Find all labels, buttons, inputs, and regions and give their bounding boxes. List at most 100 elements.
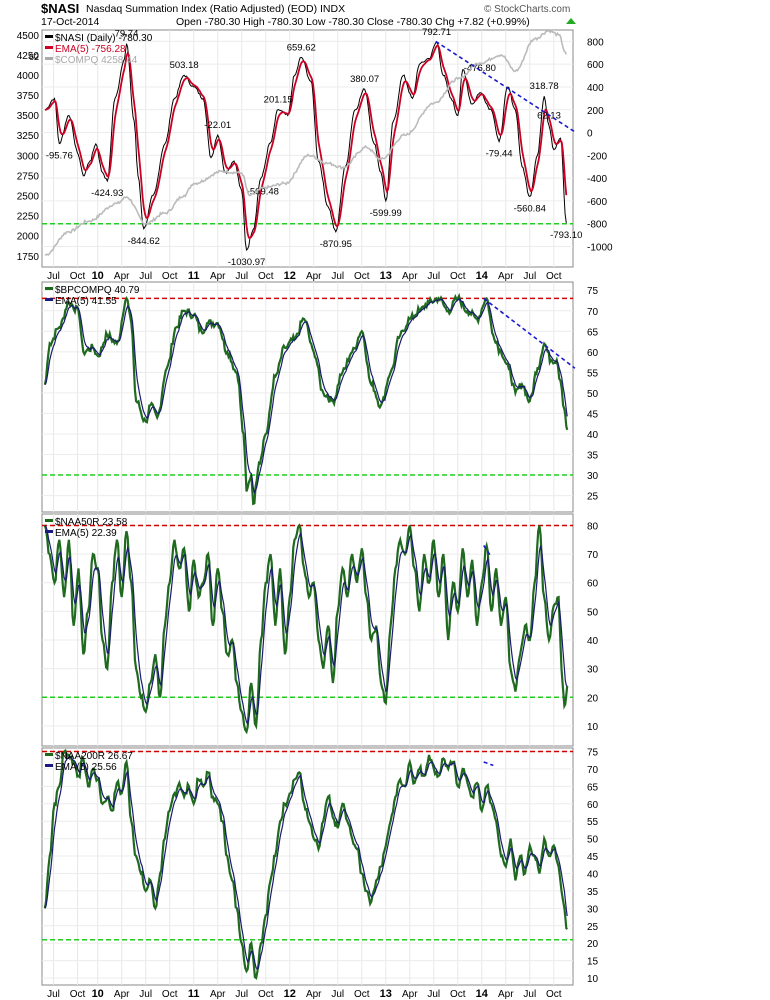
x-axis-tick-label: Jul <box>427 271 440 282</box>
legend-swatch <box>45 530 53 533</box>
legend-swatch <box>45 46 53 49</box>
x-axis-tick-label: Oct <box>546 271 562 282</box>
x-axis-tick-label: 13 <box>380 988 392 1000</box>
right-axis-tick-label: -400 <box>587 174 607 185</box>
right-axis-tick-label: 200 <box>587 106 604 117</box>
x-axis-tick-label: Oct <box>354 989 370 1000</box>
x-axis-tick-label: 10 <box>92 270 104 282</box>
compq-line <box>44 29 568 256</box>
breadth-line <box>43 523 569 735</box>
peak-value-label: -79.44 <box>486 149 513 160</box>
x-axis-tick-label: Apr <box>402 989 418 1000</box>
right-axis-tick-label: 35 <box>587 887 599 898</box>
peak-value-label: -1030.97 <box>228 257 266 268</box>
right-axis-tick-label: 400 <box>587 83 604 94</box>
peak-value-label: -476.80 <box>464 63 496 74</box>
left-axis-tick-label: 4250 <box>17 51 40 62</box>
chart-symbol: $NASI <box>41 1 79 16</box>
breadth-line <box>43 748 569 980</box>
x-axis-tick-label: Jul <box>427 989 440 1000</box>
left-axis-tick-label: 3750 <box>17 91 40 102</box>
x-axis-tick-label: 12 <box>284 270 296 282</box>
right-axis-tick-label: 15 <box>587 957 599 968</box>
x-axis-tick-label: Oct <box>258 271 274 282</box>
x-axis-tick-label: Jul <box>523 271 536 282</box>
x-axis-tick-label: Apr <box>498 271 514 282</box>
left-axis-tick-label: 2500 <box>17 191 40 202</box>
breadth-line <box>43 292 569 506</box>
peak-value-label: 503.18 <box>170 60 199 71</box>
chart-date: 17-Oct-2014 <box>41 16 100 28</box>
breadth-ema-line <box>44 298 568 495</box>
breadth-ema-line <box>44 756 568 971</box>
panel-frame <box>41 747 574 986</box>
x-axis-tick-label: Oct <box>450 271 466 282</box>
x-axis-tick-label: Jul <box>331 271 344 282</box>
right-axis-tick-label: 45 <box>587 409 599 420</box>
legend-entry: EMA(5) 41.55 <box>55 296 117 307</box>
right-axis-tick-label: -1000 <box>587 242 613 253</box>
peak-value-label: 380.07 <box>350 74 379 85</box>
right-axis-tick-label: 50 <box>587 835 599 846</box>
x-axis-tick-label: 11 <box>188 270 200 282</box>
right-axis-tick-label: 40 <box>587 869 599 880</box>
x-axis-tick-label: 14 <box>476 270 489 282</box>
x-axis-tick-label: Oct <box>354 271 370 282</box>
x-axis-tick-label: Apr <box>210 989 226 1000</box>
right-axis-tick-label: 800 <box>587 37 604 48</box>
trend-line <box>483 297 576 369</box>
nasi-line <box>44 41 567 251</box>
right-axis-tick-label: 25 <box>587 492 599 503</box>
trend-line <box>483 761 494 767</box>
peak-value-label: 201.15 <box>264 95 293 106</box>
legend-entry: $COMPQ 4258.44 <box>55 55 138 66</box>
x-axis-tick-label: Apr <box>498 989 514 1000</box>
x-axis-tick-label: Oct <box>162 271 178 282</box>
right-axis-tick-label: 30 <box>587 904 599 915</box>
right-axis-tick-label: 80 <box>587 521 599 532</box>
right-axis-tick-label: 35 <box>587 451 599 462</box>
legend-entry: $NASI (Daily) -780.30 <box>55 33 153 44</box>
left-axis-tick-label: 2000 <box>17 232 40 243</box>
left-axis-tick-label: 3500 <box>17 111 40 122</box>
right-axis-tick-label: 600 <box>587 60 604 71</box>
x-axis-tick-label: Jul <box>331 989 344 1000</box>
x-axis-tick-label: Apr <box>402 271 418 282</box>
attribution-link[interactable]: © StockCharts.com <box>484 4 570 15</box>
breadth-ema-line <box>44 525 568 725</box>
left-axis-stub-label: 62 <box>29 52 39 62</box>
nasi-ema-line <box>44 44 568 239</box>
right-axis-tick-label: 65 <box>587 327 599 338</box>
chart-panel-2: 75 70 65 60 55 50 45 40 35 30 25 $BPCOMPQ 40.79EMA(… <box>41 281 599 513</box>
x-axis-tick-label: Jul <box>47 989 60 1000</box>
legend-swatch <box>45 287 53 290</box>
x-axis-tick-label: Apr <box>306 271 322 282</box>
trend-line <box>483 545 493 558</box>
right-axis-tick-label: 55 <box>587 817 599 828</box>
right-axis-tick-label: 75 <box>587 747 599 758</box>
peak-value-label: -844.62 <box>128 236 160 247</box>
legend-swatch <box>45 35 53 38</box>
right-axis-tick-label: 20 <box>587 693 599 704</box>
x-axis-tick-label: 13 <box>380 270 392 282</box>
x-axis-tick-label: Jul <box>139 989 152 1000</box>
right-axis-tick-label: -600 <box>587 197 607 208</box>
x-axis-tick-label: 14 <box>476 988 489 1000</box>
peak-value-label: -560.84 <box>514 203 546 214</box>
right-axis-tick-label: 30 <box>587 665 599 676</box>
right-axis-tick-label: 65 <box>587 782 599 793</box>
chart-quote: Open -780.30 High -780.30 Low -780.30 Cl… <box>176 16 530 28</box>
right-axis-tick-label: 60 <box>587 579 599 590</box>
legend-entry: EMA(5) -756.28 <box>55 44 126 55</box>
legend-entry: $BPCOMPQ 40.79 <box>55 285 140 296</box>
peak-value-label: -509.48 <box>247 187 279 198</box>
right-axis-tick-label: 50 <box>587 607 599 618</box>
chart-description: Nasdaq Summation Index (Ratio Adjusted) … <box>86 3 345 15</box>
right-axis-tick-label: 75 <box>587 286 599 297</box>
x-axis-tick-label: Jul <box>235 271 248 282</box>
x-axis-tick-label: Oct <box>258 989 274 1000</box>
x-axis-tick-label: Jul <box>47 271 60 282</box>
right-axis-tick-label: 30 <box>587 471 599 482</box>
legend-swatch <box>45 764 53 767</box>
